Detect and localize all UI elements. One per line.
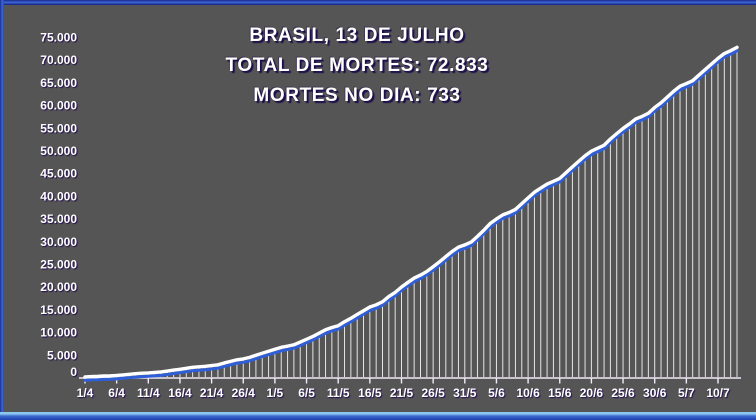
series-shadow-line [83, 49, 739, 382]
x-tick-label: 31/5 [453, 386, 477, 400]
x-tick-label: 1/4 [77, 386, 94, 400]
y-tick-label: 5.000 [47, 348, 77, 362]
x-tick-label: 10/6 [516, 386, 540, 400]
y-tick-label: 15.000 [40, 303, 77, 317]
x-tick-label: 6/5 [298, 386, 315, 400]
y-tick-label: 40.000 [40, 189, 77, 203]
y-tick-label: 60.000 [40, 99, 77, 113]
x-tick-label: 1/5 [267, 386, 284, 400]
y-tick-label: 30.000 [40, 235, 77, 249]
chart-title-block: BRASIL, 13 DE JULHO TOTAL DE MORTES: 72.… [226, 21, 489, 111]
x-tick-label: 6/4 [108, 386, 125, 400]
x-tick-label: 30/6 [643, 386, 667, 400]
y-tick-label: 70.000 [40, 53, 77, 67]
y-tick-label: 10.000 [40, 326, 77, 340]
series-line [83, 45, 739, 379]
window-border-bottom [0, 412, 756, 420]
x-tick-label: 16/4 [168, 386, 192, 400]
x-tick-label: 11/5 [327, 386, 350, 400]
y-tick-label: 20.000 [40, 280, 77, 294]
y-tick-label: 35.000 [40, 212, 77, 226]
y-tick-label: 45.000 [40, 167, 77, 181]
chart-title-line2: TOTAL DE MORTES: 72.833 [225, 55, 489, 76]
y-tick-label: 55.000 [40, 121, 77, 135]
x-tick-label: 26/4 [232, 386, 256, 400]
x-tick-label: 26/5 [421, 386, 445, 400]
window-border-left [0, 0, 4, 420]
window-border-top [0, 0, 756, 5]
x-tick-label: 16/5 [358, 386, 382, 400]
chart-title-line1: BRASIL, 13 DE JULHO [249, 25, 465, 46]
y-tick-label: 50.000 [40, 144, 77, 158]
y-tick-label: 75.000 [40, 31, 77, 45]
x-tick-label: 21/4 [200, 386, 224, 400]
x-tick-label: 20/6 [580, 386, 604, 400]
x-tick-label: 25/6 [611, 386, 635, 400]
x-tick-label: 21/5 [390, 386, 414, 400]
x-tick-label: 11/4 [137, 386, 160, 400]
chart-title-line3: MORTES NO DIA: 733 [253, 85, 461, 106]
x-tick-label: 10/7 [706, 386, 730, 400]
y-tick-label: 0 [70, 365, 77, 379]
x-tick-label: 5/6 [488, 386, 505, 400]
x-tick-label: 5/7 [678, 386, 695, 400]
y-tick-label: 65.000 [40, 76, 77, 90]
x-tick-label: 15/6 [548, 386, 572, 400]
y-tick-label: 25.000 [40, 258, 77, 272]
